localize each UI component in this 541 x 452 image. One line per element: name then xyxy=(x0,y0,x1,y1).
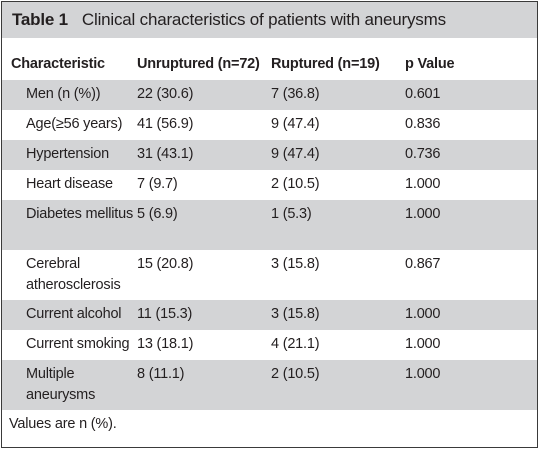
row-characteristic: Current alcohol xyxy=(2,300,137,330)
row-ruptured: 3 (15.8) xyxy=(271,300,405,330)
row-characteristic: Cerebral atherosclerosis xyxy=(26,256,121,293)
row-ruptured: 9 (47.4) xyxy=(271,140,405,170)
header-characteristic: Characteristic xyxy=(11,56,105,72)
row-unruptured: 22 (30.6) xyxy=(137,80,271,110)
table-row: Age(≥56 years) 41 (56.9) 9 (47.4) 0.836 xyxy=(2,110,537,140)
table-row: Cerebral atherosclerosis 15 (20.8) 3 (15… xyxy=(2,250,537,300)
row-unruptured: 5 (6.9) xyxy=(137,200,271,250)
table-caption: Clinical characteristics of patients wit… xyxy=(81,10,446,29)
table-row: Current alcohol 11 (15.3) 3 (15.8) 1.000 xyxy=(2,300,537,330)
row-characteristic: Multiple aneurysms xyxy=(2,360,137,410)
table-row: Current smoking 13 (18.1) 4 (21.1) 1.000 xyxy=(2,330,537,360)
row-p-value: 1.000 xyxy=(405,176,441,192)
header-unruptured: Unruptured (n=72) xyxy=(137,56,260,72)
header-ruptured: Ruptured (n=19) xyxy=(271,56,380,72)
row-characteristic: Age(≥56 years) xyxy=(26,116,123,132)
row-ruptured: 2 (10.5) xyxy=(271,176,320,192)
row-characteristic: Diabetes mellitus xyxy=(2,200,137,250)
table-header: Characteristic Unruptured (n=72) Rupture… xyxy=(2,38,537,80)
header-p-value: p Value xyxy=(405,56,455,72)
row-ruptured: 2 (10.5) xyxy=(271,360,405,410)
table-body: Men (n (%)) 22 (30.6) 7 (36.8) 0.601 Age… xyxy=(2,80,537,410)
row-p-value: 0.836 xyxy=(405,116,441,132)
row-ruptured: 3 (15.8) xyxy=(271,256,320,272)
table-row: Diabetes mellitus 5 (6.9) 1 (5.3) 1.000 xyxy=(2,200,537,250)
table-row: Men (n (%)) 22 (30.6) 7 (36.8) 0.601 xyxy=(2,80,537,110)
row-p-value: 0.601 xyxy=(405,80,537,110)
table-row: Hypertension 31 (43.1) 9 (47.4) 0.736 xyxy=(2,140,537,170)
table-footnote: Values are n (%). xyxy=(9,416,117,432)
row-unruptured: 8 (11.1) xyxy=(137,360,271,410)
row-p-value: 1.000 xyxy=(405,360,537,410)
row-characteristic: Heart disease xyxy=(26,176,113,192)
row-p-value: 1.000 xyxy=(405,200,537,250)
row-unruptured: 7 (9.7) xyxy=(137,176,178,192)
row-ruptured: 4 (21.1) xyxy=(271,336,320,352)
table-row: Heart disease 7 (9.7) 2 (10.5) 1.000 xyxy=(2,170,537,200)
row-unruptured: 11 (15.3) xyxy=(137,300,271,330)
row-ruptured: 1 (5.3) xyxy=(271,200,405,250)
table-title-bar: Table 1 Clinical characteristics of pati… xyxy=(2,2,537,38)
row-unruptured: 13 (18.1) xyxy=(137,336,194,352)
row-p-value: 1.000 xyxy=(405,336,441,352)
row-p-value: 1.000 xyxy=(405,300,537,330)
row-characteristic: Current smoking xyxy=(26,336,130,352)
row-p-value: 0.867 xyxy=(405,256,441,272)
row-ruptured: 9 (47.4) xyxy=(271,116,320,132)
table-row: Multiple aneurysms 8 (11.1) 2 (10.5) 1.0… xyxy=(2,360,537,410)
row-characteristic: Hypertension xyxy=(2,140,137,170)
row-p-value: 0.736 xyxy=(405,140,537,170)
row-unruptured: 15 (20.8) xyxy=(137,256,194,272)
header-row: Characteristic Unruptured (n=72) Rupture… xyxy=(2,38,537,80)
row-unruptured: 41 (56.9) xyxy=(137,116,194,132)
row-ruptured: 7 (36.8) xyxy=(271,80,405,110)
characteristics-table: Characteristic Unruptured (n=72) Rupture… xyxy=(2,38,537,410)
row-characteristic: Men (n (%)) xyxy=(2,80,137,110)
row-unruptured: 31 (43.1) xyxy=(137,140,271,170)
table-label: Table 1 xyxy=(12,10,68,29)
